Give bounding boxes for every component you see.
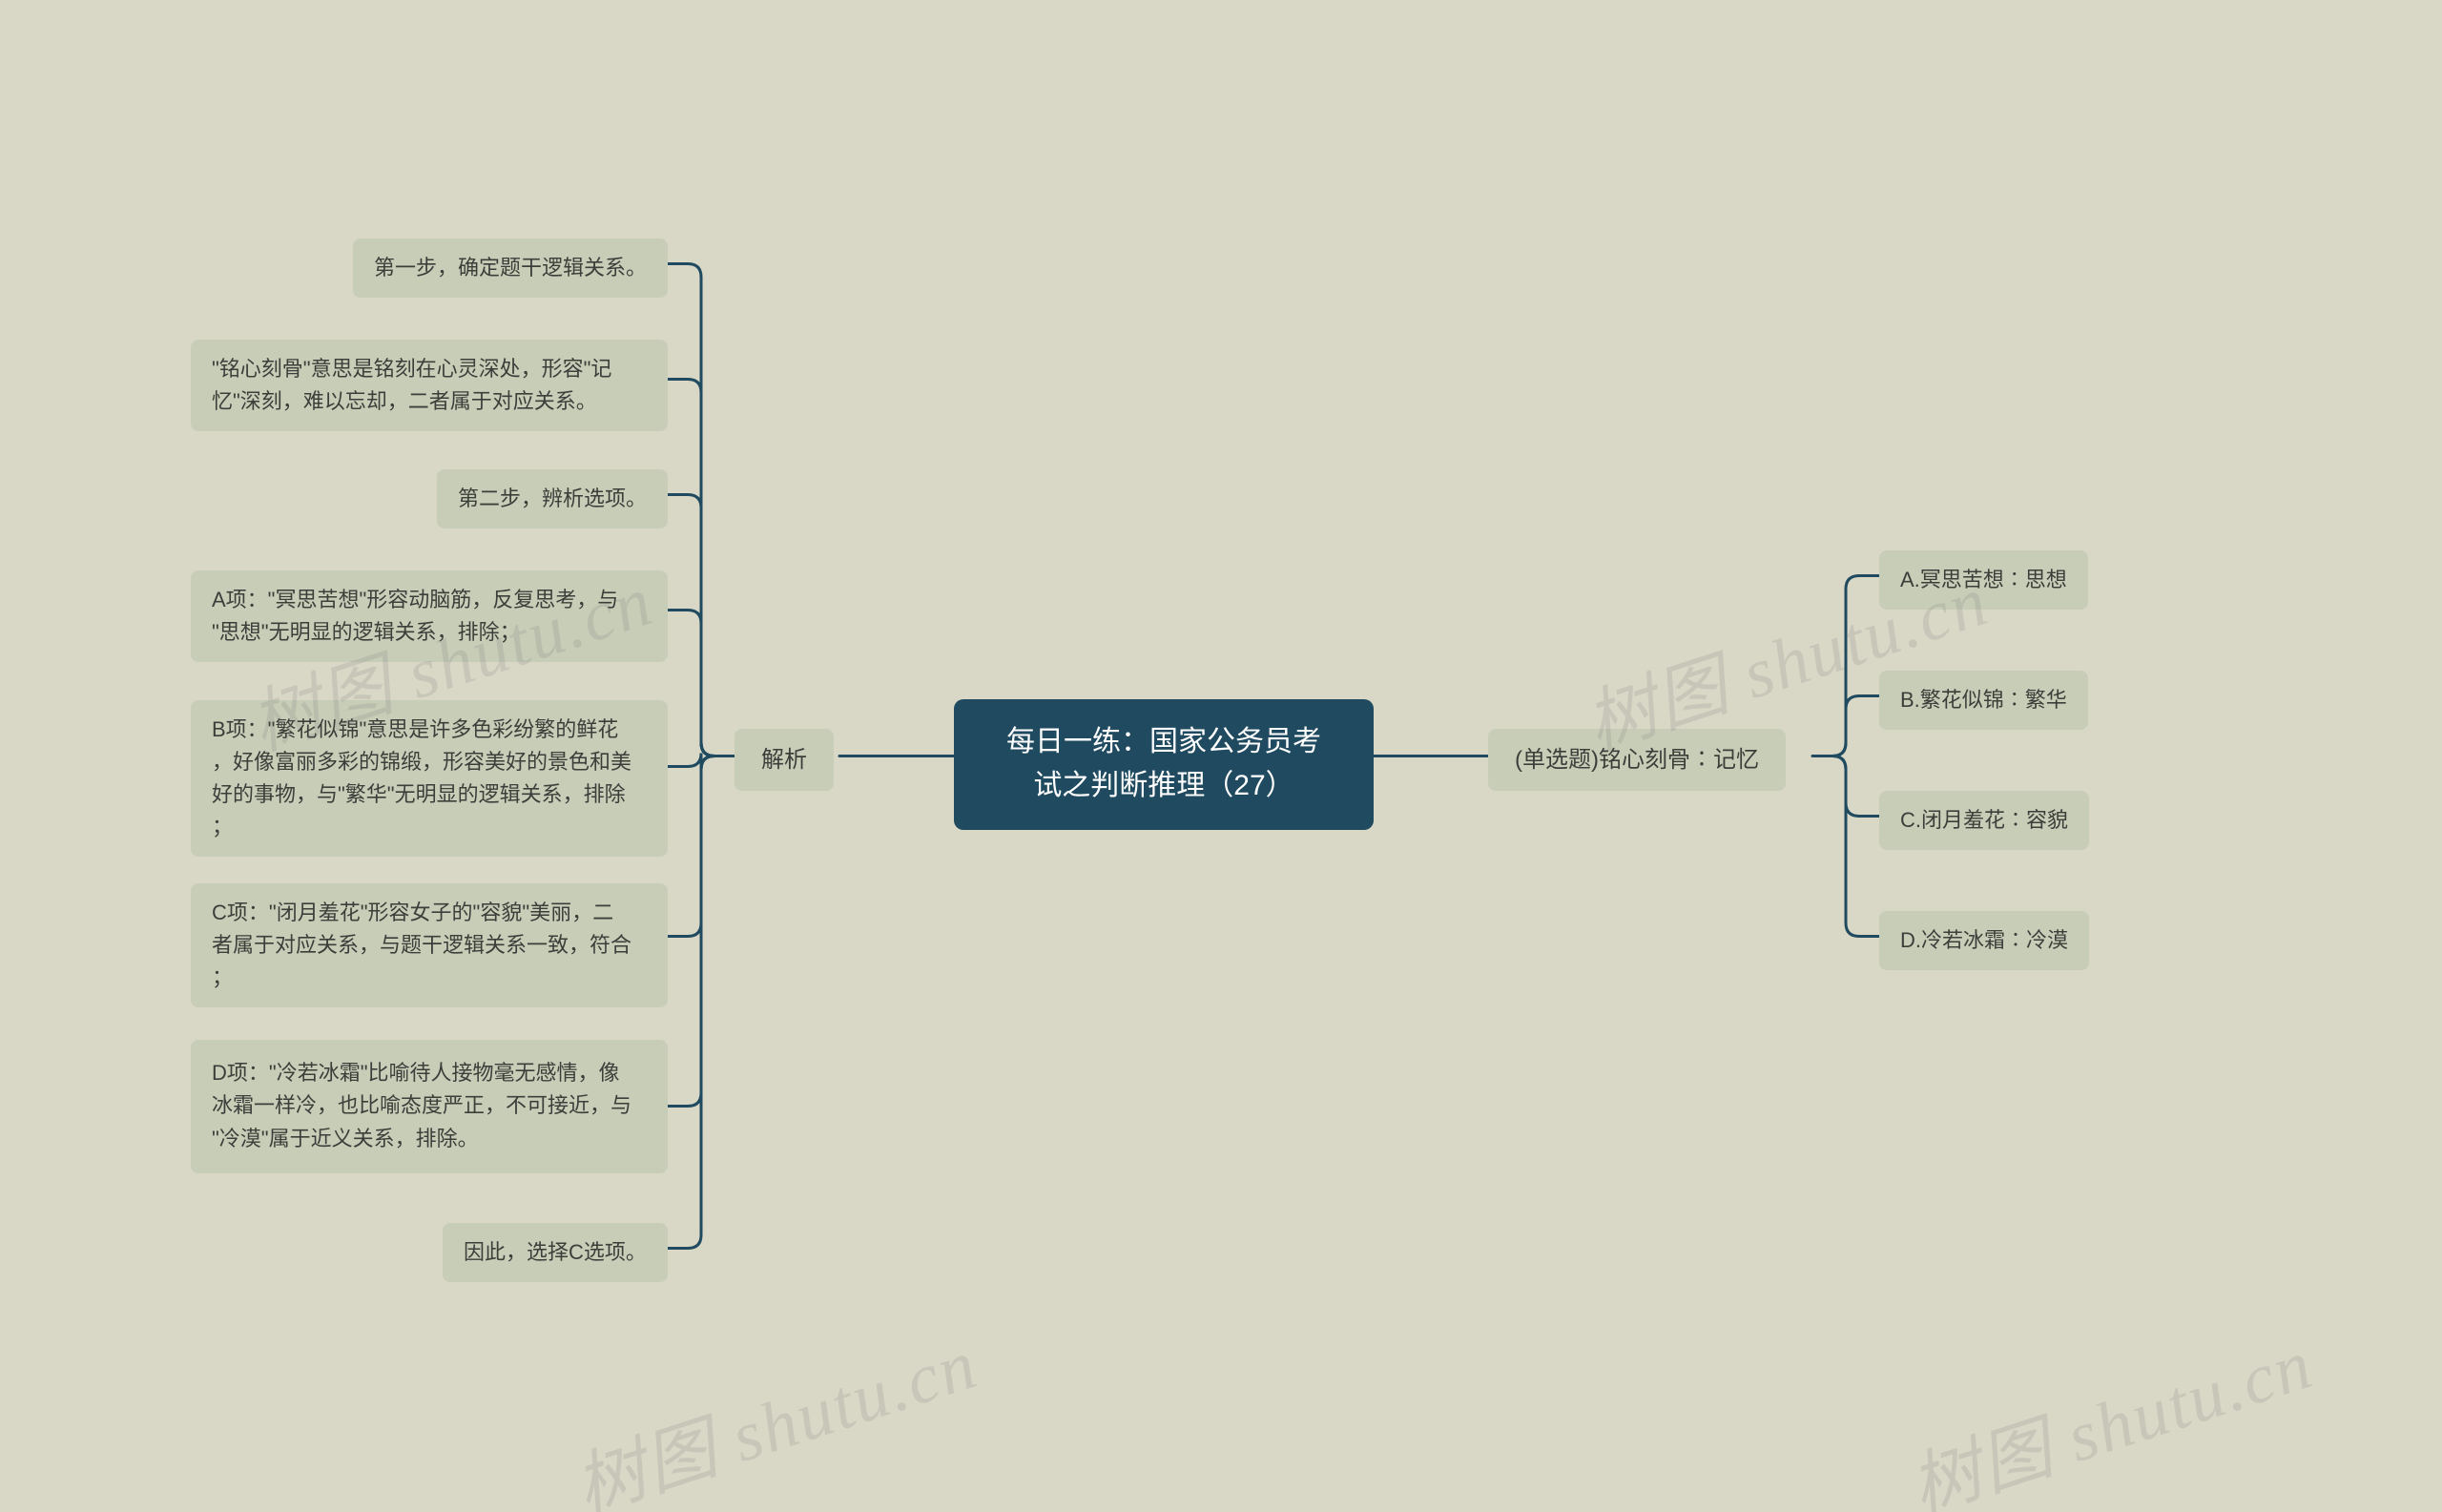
analysis-option-b: B项："繁花似锦"意思是许多色彩纷繁的鲜花 ，好像富丽多彩的锦缎，形容美好的景色… bbox=[191, 700, 668, 857]
option-c: C.闭月羞花∶容貌 bbox=[1879, 791, 2089, 850]
branch-question: (单选题)铭心刻骨∶记忆 bbox=[1488, 729, 1786, 791]
branch-analysis: 解析 bbox=[735, 729, 834, 791]
option-a: A.冥思苦想∶思想 bbox=[1879, 550, 2088, 610]
analysis-step-1: 第一步，确定题干逻辑关系。 bbox=[353, 238, 668, 298]
analysis-conclusion: 因此，选择C选项。 bbox=[443, 1223, 668, 1282]
analysis-option-c: C项："闭月羞花"形容女子的"容貌"美丽，二 者属于对应关系，与题干逻辑关系一致… bbox=[191, 883, 668, 1007]
analysis-explain-stem: "铭心刻骨"意思是铭刻在心灵深处，形容"记 忆"深刻，难以忘却，二者属于对应关系… bbox=[191, 340, 668, 431]
analysis-option-d: D项："冷若冰霜"比喻待人接物毫无感情，像 冰霜一样冷，也比喻态度严正，不可接近… bbox=[191, 1040, 668, 1173]
analysis-option-a: A项："冥思苦想"形容动脑筋，反复思考，与 "思想"无明显的逻辑关系，排除； bbox=[191, 570, 668, 662]
mindmap-root: 每日一练：国家公务员考 试之判断推理（27） bbox=[954, 699, 1374, 830]
analysis-step-2: 第二步，辨析选项。 bbox=[437, 469, 668, 528]
option-d: D.冷若冰霜∶冷漠 bbox=[1879, 911, 2089, 970]
watermark: 树图 shutu.cn bbox=[560, 1307, 988, 1512]
watermark: 树图 shutu.cn bbox=[1895, 1307, 2324, 1512]
option-b: B.繁花似锦∶繁华 bbox=[1879, 671, 2088, 730]
